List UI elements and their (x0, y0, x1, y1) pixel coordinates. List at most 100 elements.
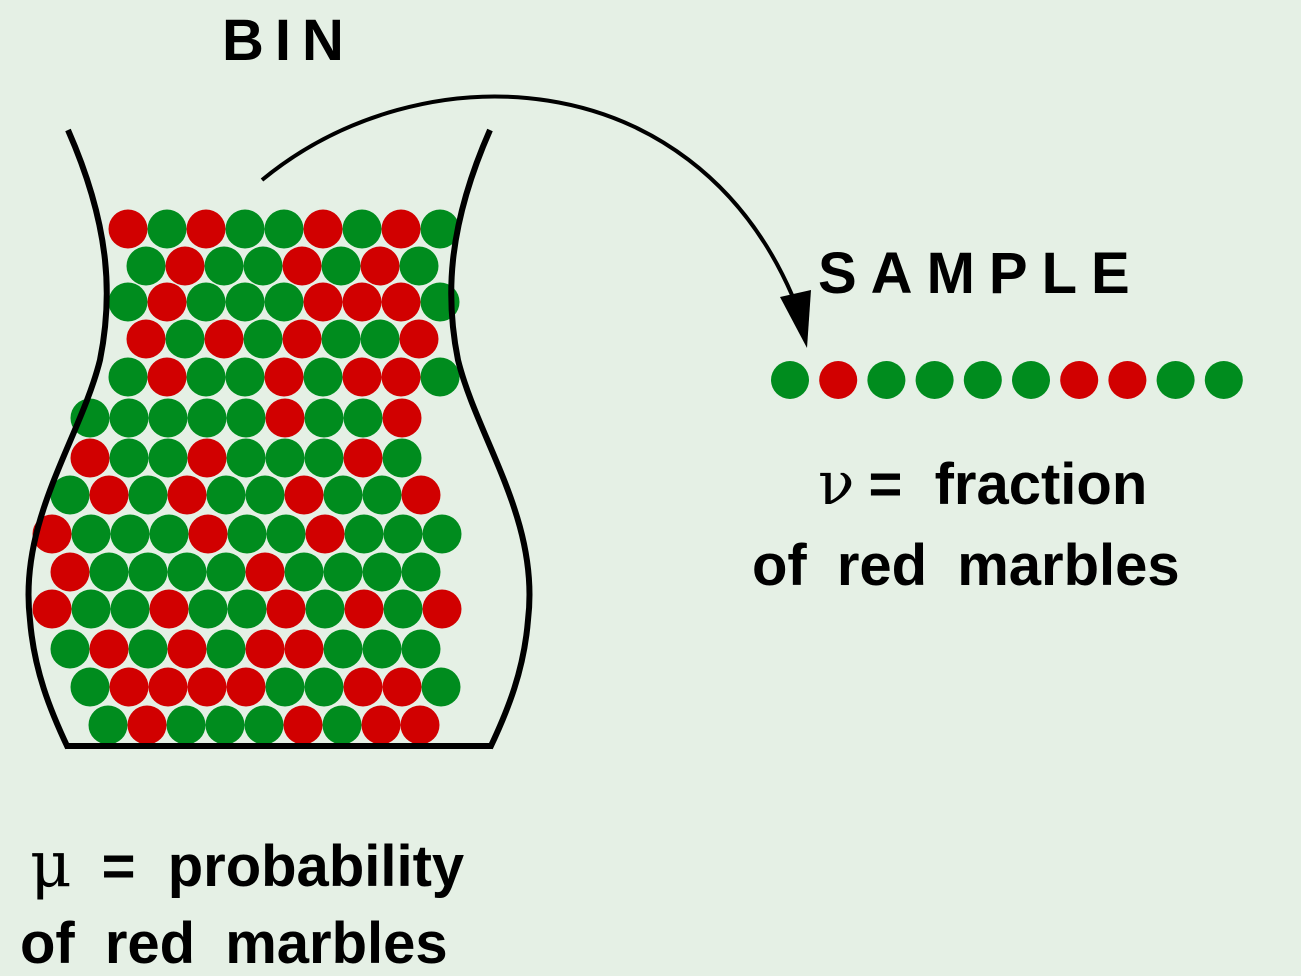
green-marble (421, 667, 461, 707)
green-marble (110, 514, 150, 554)
bin-left-wall (25, 128, 110, 750)
red-marble (70, 438, 110, 478)
green-marble (149, 514, 189, 554)
red-marble (382, 398, 422, 438)
sample-red-marble (819, 361, 858, 399)
green-marble (206, 475, 246, 515)
green-marble (128, 475, 168, 515)
green-marble (323, 552, 363, 592)
sample-equals: = (868, 452, 903, 517)
green-marble (244, 705, 284, 745)
green-marble (70, 398, 110, 438)
red-marble (149, 589, 189, 629)
green-marble (188, 589, 228, 629)
red-marble (108, 209, 148, 249)
green-marble (323, 629, 363, 669)
green-marble (128, 552, 168, 592)
green-marble (383, 514, 423, 554)
red-marble (266, 589, 306, 629)
green-marble (225, 209, 265, 249)
bin-marbles (32, 209, 462, 745)
green-marble (128, 629, 168, 669)
green-marble (265, 438, 305, 478)
green-marble (205, 705, 245, 745)
red-marble (127, 705, 167, 745)
red-marble (284, 475, 324, 515)
green-marble (50, 475, 90, 515)
green-marble (71, 514, 111, 554)
green-marble (399, 246, 439, 286)
bin-title: BIN (222, 8, 355, 73)
sample-green-marble (1156, 361, 1195, 399)
green-marble (110, 589, 150, 629)
bin-right-wall (448, 128, 533, 750)
green-marble (304, 438, 344, 478)
red-marble (303, 282, 343, 322)
red-marble (343, 667, 383, 707)
green-marble (264, 209, 304, 249)
green-marble (382, 438, 422, 478)
red-marble (422, 589, 462, 629)
red-marble (126, 319, 166, 359)
red-marble (32, 589, 72, 629)
green-marble (420, 357, 460, 397)
green-marble (226, 398, 266, 438)
green-marble (266, 514, 306, 554)
red-marble (188, 514, 228, 554)
green-marble (187, 398, 227, 438)
green-marble (265, 667, 305, 707)
red-marble (89, 475, 129, 515)
red-marble (343, 438, 383, 478)
red-marble (147, 282, 187, 322)
sample-red-marble (1060, 361, 1099, 399)
green-marble (264, 282, 304, 322)
red-marble (360, 246, 400, 286)
green-marble (165, 319, 205, 359)
green-marble (109, 438, 149, 478)
green-marble (362, 629, 402, 669)
green-marble (343, 398, 383, 438)
red-marble (32, 514, 72, 554)
green-marble (148, 438, 188, 478)
red-marble (148, 667, 188, 707)
red-marble (167, 475, 207, 515)
green-marble (225, 357, 265, 397)
green-marble (420, 209, 460, 249)
sample-green-marble (1012, 361, 1050, 399)
green-marble (148, 398, 188, 438)
green-marble (321, 246, 361, 286)
sample-green-marble (771, 361, 809, 399)
green-marble (422, 514, 462, 554)
green-marble (109, 398, 149, 438)
sample-description-line1: fraction (934, 452, 1148, 517)
green-marble (70, 667, 110, 707)
green-marble (71, 589, 111, 629)
sampling-arrow (260, 94, 794, 296)
green-marble (321, 319, 361, 359)
red-marble (381, 209, 421, 249)
red-marble (226, 667, 266, 707)
green-marble (206, 629, 246, 669)
green-marble (401, 552, 441, 592)
red-marble (305, 514, 345, 554)
red-marble (89, 629, 129, 669)
green-marble (88, 705, 128, 745)
green-marble (186, 282, 226, 322)
red-marble (245, 629, 285, 669)
bin-formula: μ = probability (30, 833, 464, 897)
green-marble (362, 552, 402, 592)
sample-formula: ν = fraction (818, 454, 1147, 514)
red-marble (187, 667, 227, 707)
red-marble (401, 475, 441, 515)
green-marble (243, 319, 283, 359)
red-marble (381, 357, 421, 397)
red-marble (361, 705, 401, 745)
red-marble (282, 319, 322, 359)
red-marble (147, 357, 187, 397)
green-marble (342, 209, 382, 249)
green-marble (303, 357, 343, 397)
green-marble (167, 552, 207, 592)
green-marble (226, 438, 266, 478)
red-marble (342, 357, 382, 397)
